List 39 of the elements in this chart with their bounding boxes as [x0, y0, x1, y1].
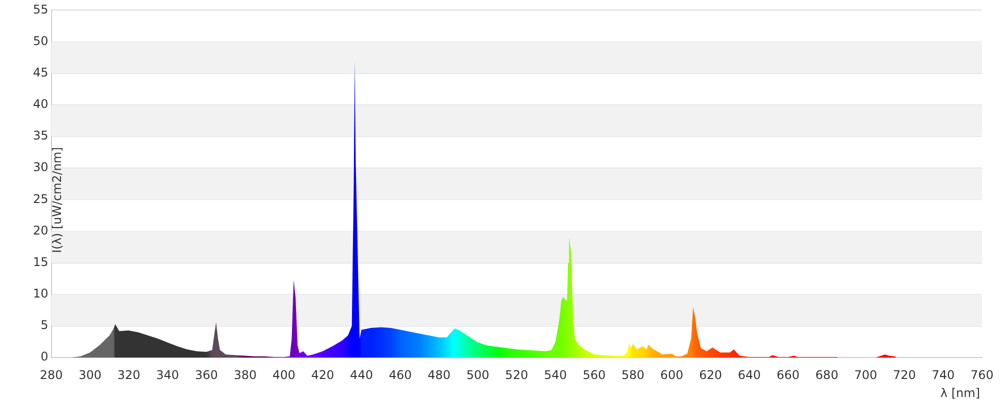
x-tick-label: 360	[194, 368, 218, 382]
x-tick-label: 340	[156, 368, 180, 382]
x-tick-label: 600	[660, 368, 684, 382]
x-tick-label: 480	[428, 368, 451, 382]
y-tick-label: 10	[32, 286, 48, 301]
y-tick-label: 55	[32, 2, 48, 16]
x-tick-label: 380	[234, 368, 257, 382]
y-tick-label: 35	[32, 128, 48, 143]
x-tick-label: 460	[388, 368, 412, 382]
x-tick-label: 280	[40, 368, 63, 382]
x-tick-label: 660	[776, 368, 800, 382]
x-tick-label: 760	[970, 368, 994, 382]
x-axis-title: λ [nm]	[940, 386, 980, 400]
y-tick-label: 40	[32, 97, 48, 112]
y-tick-label: 50	[32, 34, 48, 48]
x-tick-label: 620	[699, 368, 722, 382]
x-tick-label: 680	[815, 368, 838, 382]
x-tick-label: 400	[272, 368, 296, 382]
y-tick-label: 45	[32, 65, 48, 80]
x-tick-label: 580	[622, 368, 644, 382]
x-tick-label: 560	[582, 368, 606, 382]
y-tick-label: 15	[32, 254, 48, 269]
x-tick-label: 300	[78, 368, 102, 382]
y-tick-label: 20	[32, 223, 48, 238]
y-tick-label: 30	[32, 160, 48, 174]
x-tick-label: 720	[892, 368, 916, 382]
x-tick-label: 540	[544, 368, 567, 382]
x-tick-label: 700	[854, 368, 878, 382]
x-tick-label: 740	[932, 368, 955, 382]
x-tick-label: 440	[350, 368, 373, 382]
x-tick-label: 320	[117, 368, 140, 382]
y-axis-title: I(λ) [uW/cm2/nm]	[50, 147, 64, 253]
x-tick-label: 500	[466, 368, 490, 382]
x-tick-label: 520	[505, 368, 528, 382]
y-tick-label: 5	[40, 318, 48, 332]
x-tick-label: 420	[311, 368, 334, 382]
y-tick-label: 25	[32, 192, 48, 206]
x-tick-label: 640	[738, 368, 761, 382]
y-tick-label: 0	[40, 350, 48, 364]
